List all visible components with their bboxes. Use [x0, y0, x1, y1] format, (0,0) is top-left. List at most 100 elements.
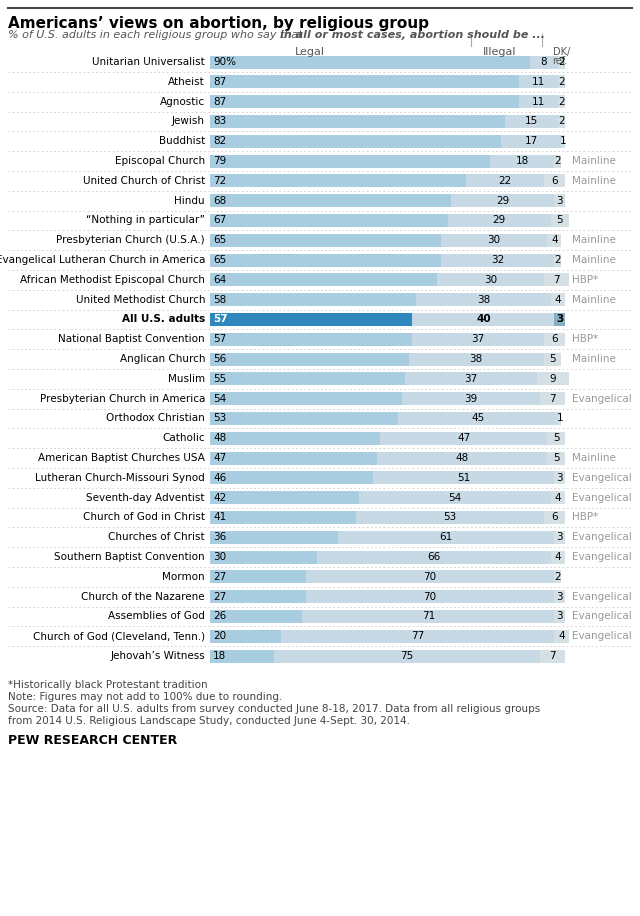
- Text: 2: 2: [558, 96, 564, 106]
- Text: 30: 30: [488, 235, 500, 245]
- Text: Note: Figures may not add to 100% due to rounding.: Note: Figures may not add to 100% due to…: [8, 692, 282, 702]
- Bar: [210, 472, 373, 485]
- Text: 30: 30: [484, 275, 497, 285]
- Text: HBP*: HBP*: [572, 334, 598, 344]
- Text: Episcopal Church: Episcopal Church: [115, 156, 205, 166]
- Bar: [554, 194, 565, 207]
- Bar: [398, 412, 558, 425]
- Text: 4: 4: [558, 631, 564, 641]
- Text: 2: 2: [555, 156, 561, 166]
- Bar: [540, 649, 565, 662]
- Bar: [437, 273, 544, 287]
- Text: 6: 6: [551, 176, 557, 186]
- Bar: [554, 629, 568, 643]
- Bar: [210, 214, 448, 227]
- Bar: [210, 571, 306, 583]
- Text: 47: 47: [213, 453, 227, 463]
- Bar: [210, 412, 398, 425]
- Bar: [210, 372, 405, 386]
- Text: 38: 38: [470, 354, 483, 364]
- Text: 9: 9: [549, 374, 556, 384]
- Text: Mainline: Mainline: [572, 354, 616, 364]
- Text: Mainline: Mainline: [572, 255, 616, 265]
- Text: 58: 58: [213, 295, 227, 305]
- Text: 2: 2: [555, 572, 561, 582]
- Text: United Church of Christ: United Church of Christ: [83, 176, 205, 186]
- Bar: [544, 174, 565, 187]
- Text: Atheist: Atheist: [168, 77, 205, 87]
- Text: 11: 11: [532, 96, 545, 106]
- Bar: [558, 56, 565, 69]
- Bar: [554, 571, 561, 583]
- Bar: [558, 95, 565, 108]
- Bar: [554, 530, 565, 544]
- Text: 18: 18: [516, 156, 529, 166]
- Bar: [544, 353, 561, 365]
- Bar: [281, 629, 554, 643]
- Bar: [359, 491, 551, 504]
- Text: Agnostic: Agnostic: [160, 96, 205, 106]
- Text: Orthodox Christian: Orthodox Christian: [106, 413, 205, 423]
- Text: 51: 51: [457, 473, 470, 483]
- Bar: [210, 610, 302, 623]
- Bar: [210, 56, 529, 69]
- Bar: [554, 472, 565, 485]
- Text: 47: 47: [457, 433, 470, 443]
- Text: 2: 2: [555, 255, 561, 265]
- Bar: [551, 293, 565, 306]
- Text: Hindu: Hindu: [174, 196, 205, 205]
- Text: 70: 70: [424, 572, 436, 582]
- Text: Evangelical: Evangelical: [572, 592, 632, 602]
- Bar: [558, 75, 565, 88]
- Bar: [210, 75, 519, 88]
- Bar: [380, 431, 547, 444]
- Bar: [210, 491, 359, 504]
- Text: Presbyterian Church in America: Presbyterian Church in America: [40, 394, 205, 404]
- Text: Evangelical: Evangelical: [572, 552, 632, 562]
- Bar: [519, 95, 558, 108]
- Text: 5: 5: [553, 453, 559, 463]
- Bar: [210, 452, 377, 464]
- Text: 2: 2: [558, 116, 564, 126]
- Bar: [210, 234, 441, 246]
- Text: Source: Data for all U.S. adults from survey conducted June 8-18, 2017. Data fro: Source: Data for all U.S. adults from su…: [8, 703, 540, 714]
- Text: 17: 17: [525, 136, 538, 147]
- Bar: [210, 649, 274, 662]
- Text: Mainline: Mainline: [572, 295, 616, 305]
- Text: Mainline: Mainline: [572, 156, 616, 166]
- Bar: [210, 629, 281, 643]
- Text: 75: 75: [401, 651, 413, 661]
- Text: 3: 3: [556, 473, 563, 483]
- Text: 53: 53: [443, 512, 456, 522]
- Text: in all or most cases, abortion should be ...: in all or most cases, abortion should be…: [280, 30, 545, 40]
- Text: Americans’ views on abortion, by religious group: Americans’ views on abortion, by religio…: [8, 16, 429, 31]
- Text: 90%: 90%: [213, 57, 236, 67]
- Text: Mainline: Mainline: [572, 235, 616, 245]
- Bar: [405, 372, 536, 386]
- Bar: [551, 491, 565, 504]
- Bar: [558, 412, 561, 425]
- Text: 67: 67: [213, 215, 227, 225]
- Text: 72: 72: [213, 176, 227, 186]
- Bar: [210, 254, 441, 267]
- Text: 65: 65: [213, 255, 227, 265]
- Bar: [558, 114, 565, 128]
- Text: 82: 82: [213, 136, 227, 147]
- Text: 61: 61: [440, 532, 452, 542]
- Text: Legal: Legal: [294, 47, 324, 57]
- Text: 7: 7: [553, 275, 559, 285]
- Bar: [547, 234, 561, 246]
- Bar: [554, 590, 565, 603]
- Text: 5: 5: [553, 433, 559, 443]
- Bar: [551, 214, 568, 227]
- Text: Catholic: Catholic: [163, 433, 205, 443]
- Text: 38: 38: [477, 295, 490, 305]
- Bar: [441, 234, 547, 246]
- Bar: [210, 194, 451, 207]
- Text: 54: 54: [213, 394, 227, 404]
- Text: 70: 70: [424, 592, 436, 602]
- Bar: [373, 472, 554, 485]
- Bar: [544, 333, 565, 345]
- Bar: [412, 333, 544, 345]
- Bar: [210, 293, 416, 306]
